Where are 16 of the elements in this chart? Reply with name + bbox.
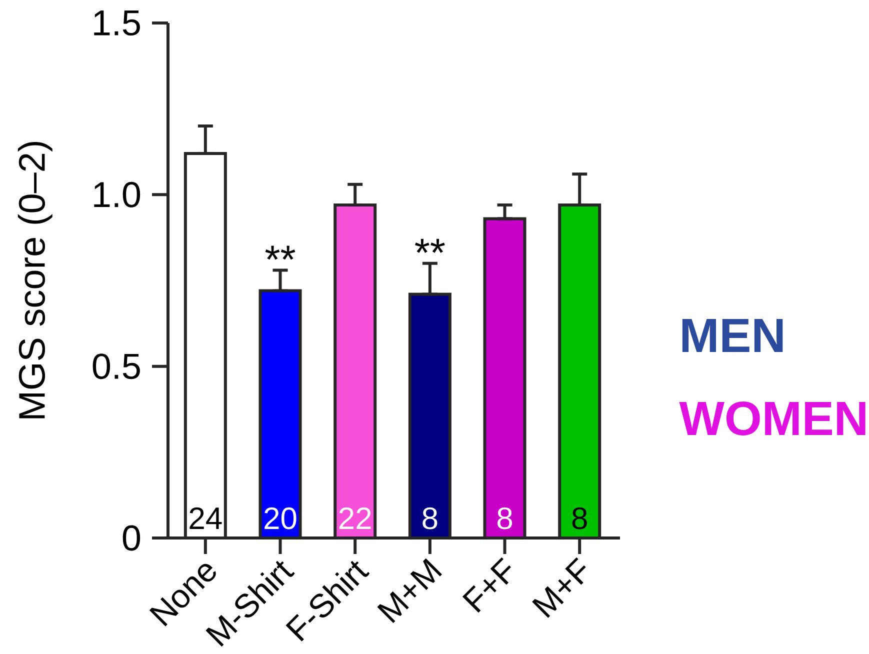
annotation: 8 [497, 507, 512, 530]
annotation: ** [265, 246, 296, 260]
annotation: 8 [572, 507, 587, 530]
annotation: ** [415, 238, 445, 253]
annotation: 22 [339, 507, 371, 529]
y-tick-label: 0.5 [92, 354, 140, 380]
annotation: 8 [422, 507, 438, 530]
y-tick-label: 0 [122, 525, 140, 551]
y-tick-label: 1.5 [94, 10, 140, 36]
text: MEN [682, 318, 783, 352]
y-axis-title: MGS score (0–2) [18, 142, 52, 418]
text: WOMEN [679, 401, 866, 436]
x-tick-label: F+F [462, 557, 511, 613]
annotation: 24 [190, 507, 222, 529]
y-tick-label: 1.0 [94, 182, 140, 208]
annotation: 20 [264, 507, 296, 530]
